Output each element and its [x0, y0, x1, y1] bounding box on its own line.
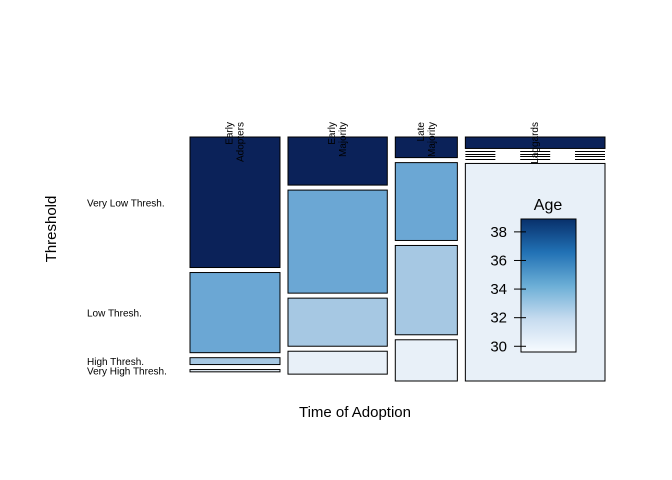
legend-colorbar: [520, 218, 577, 353]
column-label: LateMajority: [416, 122, 438, 157]
column-label: EarlyAdopters: [224, 122, 246, 162]
mosaic-cell: [287, 297, 388, 347]
legend-tick-label: 32: [490, 310, 507, 327]
mosaic-cell: [394, 244, 458, 336]
legend-tick-label: 30: [490, 338, 507, 355]
mosaic-cell: [394, 136, 458, 159]
mosaic-cell: [394, 162, 458, 241]
x-axis-title: Time of Adoption: [299, 404, 411, 421]
row-labels: Very Low Thresh. Low Thresh. High Thresh.V…: [87, 198, 167, 377]
legend-tick-label: 38: [490, 224, 507, 241]
legend-tick-label: 34: [490, 281, 507, 298]
mosaic-cell: [394, 339, 458, 382]
column-labels: EarlyAdopters EarlyMajority LateMajority La…: [224, 122, 541, 164]
row-label: Very Low Thresh.: [87, 198, 165, 209]
mosaic-cell: [464, 136, 606, 149]
mosaic-cell-empty: [465, 150, 605, 155]
legend-title: Age: [534, 197, 563, 214]
mosaic-cell-empty: [465, 155, 605, 160]
y-axis-title: Threshold: [43, 196, 60, 263]
legend-tick-label: 36: [490, 252, 507, 269]
mosaic-cell: [287, 189, 388, 294]
mosaic-cell: [287, 136, 388, 186]
mosaic-cell: [189, 272, 281, 354]
mosaic-cell: [189, 136, 281, 269]
column-label: EarlyMajority: [327, 122, 349, 157]
row-label: Low Thresh.: [87, 309, 142, 320]
age-legend: Age 30 32 34 36 38: [490, 197, 577, 355]
column-label: Laggards: [530, 122, 541, 164]
row-label: High Thresh.: [87, 357, 144, 368]
mosaic-cells: [189, 136, 606, 382]
mosaic-cell: [287, 350, 388, 375]
mosaic-cell: [189, 369, 281, 373]
row-label: Very High Thresh.: [87, 367, 167, 378]
mosaic-cell: [189, 357, 281, 366]
legend-ticks: 30 32 34 36 38: [490, 224, 526, 355]
